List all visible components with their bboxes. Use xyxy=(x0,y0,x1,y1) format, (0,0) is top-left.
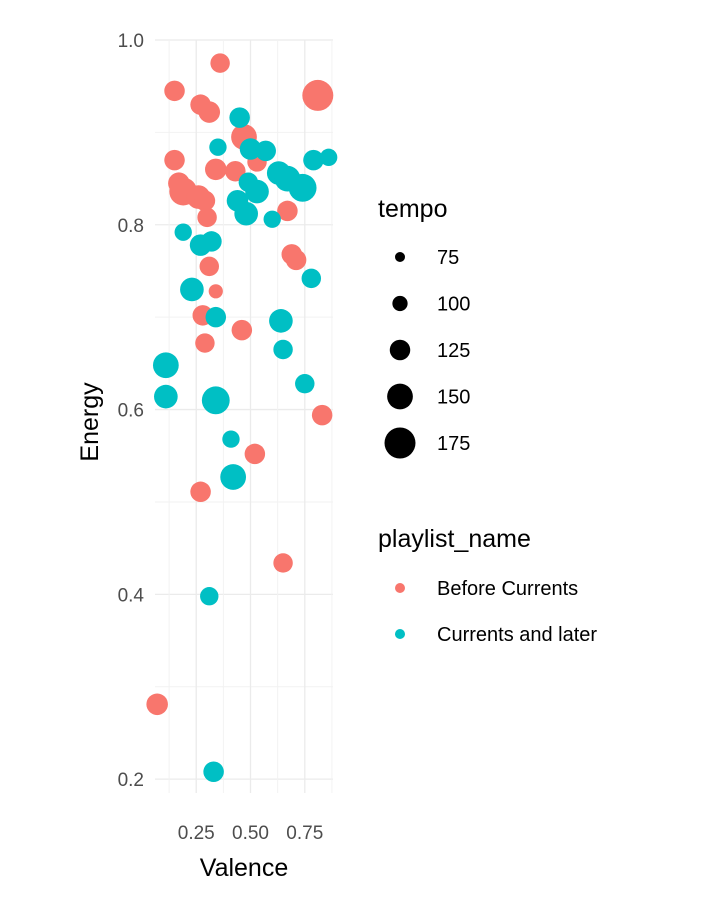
tempo-legend: tempo 75 100 125 150 175 xyxy=(378,195,470,459)
data-point xyxy=(225,160,246,182)
data-points xyxy=(146,53,338,782)
data-point xyxy=(201,231,222,252)
data-point xyxy=(239,138,262,160)
data-point xyxy=(231,319,253,341)
y-axis-title: Energy xyxy=(76,382,104,462)
playlist-legend-key xyxy=(395,583,405,593)
data-point xyxy=(164,149,185,171)
playlist-legend-label: Currents and later xyxy=(437,624,597,646)
tempo-legend-label: 175 xyxy=(437,433,470,455)
playlist-legend: playlist_name Before Currents Currents an… xyxy=(378,525,597,646)
data-point xyxy=(277,200,298,222)
data-point xyxy=(210,53,230,73)
data-point xyxy=(263,210,281,228)
data-point xyxy=(209,138,227,156)
y-tick-label: 1.0 xyxy=(118,31,144,52)
x-axis-ticks: 0.25 0.50 0.75 xyxy=(178,823,324,844)
y-tick-label: 0.4 xyxy=(118,585,145,606)
data-point xyxy=(146,693,168,716)
data-point xyxy=(229,107,250,128)
tempo-legend-key xyxy=(392,295,408,312)
data-point xyxy=(234,201,258,226)
data-point xyxy=(164,80,185,102)
data-point xyxy=(311,404,333,426)
data-point xyxy=(198,101,221,123)
data-point xyxy=(269,309,293,333)
data-point xyxy=(222,430,240,448)
y-tick-label: 0.6 xyxy=(118,401,144,422)
data-point xyxy=(194,190,216,212)
data-point xyxy=(302,79,334,111)
tempo-legend-title: tempo xyxy=(378,195,447,223)
data-point xyxy=(205,306,227,328)
data-point xyxy=(303,149,324,171)
data-point xyxy=(288,173,317,202)
playlist-legend-label: Before Currents xyxy=(437,578,578,600)
data-point xyxy=(255,140,276,162)
data-point xyxy=(205,158,227,181)
data-point xyxy=(273,553,293,573)
data-point xyxy=(180,277,204,302)
playlist-legend-key xyxy=(395,629,405,639)
data-point xyxy=(245,179,269,204)
x-axis-title: Valence xyxy=(200,854,289,882)
data-point xyxy=(200,587,219,606)
x-tick-label: 0.75 xyxy=(286,823,323,844)
data-point xyxy=(273,339,293,360)
data-point xyxy=(174,223,192,241)
data-point xyxy=(190,481,211,503)
y-tick-label: 0.8 xyxy=(118,216,144,237)
data-point xyxy=(285,249,307,271)
data-point xyxy=(152,352,179,379)
x-tick-label: 0.50 xyxy=(232,823,269,844)
tempo-legend-label: 150 xyxy=(437,387,470,409)
tempo-legend-label: 125 xyxy=(437,340,470,362)
data-point xyxy=(295,373,315,394)
data-point xyxy=(199,256,219,277)
data-point xyxy=(319,148,338,167)
data-point xyxy=(197,207,217,228)
data-point xyxy=(301,268,322,289)
tempo-legend-key xyxy=(389,339,411,361)
tempo-legend-key xyxy=(387,383,413,410)
data-point xyxy=(154,384,178,409)
y-axis-ticks: 0.2 0.4 0.6 0.8 1.0 xyxy=(118,31,145,791)
playlist-legend-title: playlist_name xyxy=(378,525,531,553)
x-tick-label: 0.25 xyxy=(178,823,215,844)
data-point xyxy=(203,761,224,782)
data-point xyxy=(208,284,223,299)
y-tick-label: 0.2 xyxy=(118,770,144,791)
tempo-legend-key xyxy=(384,427,416,459)
tempo-legend-label: 75 xyxy=(437,247,459,269)
tempo-legend-label: 100 xyxy=(437,294,470,316)
data-point xyxy=(220,464,247,490)
data-point xyxy=(201,386,230,415)
data-point xyxy=(244,443,266,465)
tempo-legend-key xyxy=(395,252,405,262)
data-point xyxy=(195,333,215,353)
